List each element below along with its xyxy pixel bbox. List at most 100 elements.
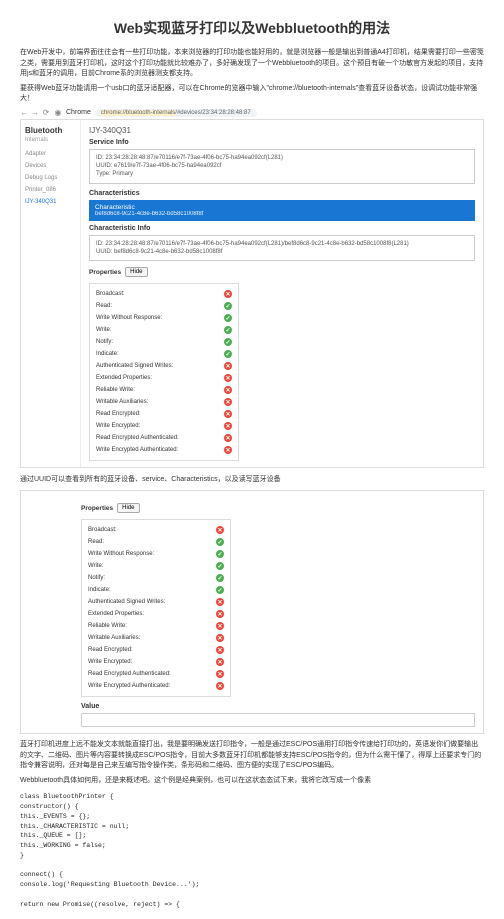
properties-label: Properties [89,269,121,276]
property-label: Write Encrypted Authenticated: [96,447,178,453]
service-line: ID: 23:34:28:28:48:87/e70116/e7f-73ae-4f… [96,154,468,162]
check-icon: ✓ [224,326,232,334]
sidebar-item-devices[interactable]: Devices [25,163,76,169]
sidebar-title: Bluetooth [25,126,76,135]
service-info-label: Service Info [89,139,475,146]
property-item: Read Encrypted: ✕ [88,644,224,656]
property-label: Broadcast: [96,291,125,297]
check-icon: ✓ [216,586,224,594]
property-label: Write Without Response: [88,551,154,557]
property-item: Read Encrypted Authenticated: ✕ [96,432,232,444]
property-label: Read: [88,539,104,545]
cross-icon: ✕ [216,622,224,630]
cross-icon: ✕ [216,670,224,678]
property-item: Read: ✓ [96,300,232,312]
hide-button-2[interactable]: Hide [117,503,139,513]
url-box[interactable]: chrome://bluetooth-internals/#devices/23… [95,109,257,117]
char-info-line: UUID: bef8d6c8-9c21-4c8e-b632-bd58c1008f… [96,248,468,256]
cross-icon: ✕ [224,290,232,298]
cross-icon: ✕ [216,646,224,654]
property-label: Authenticated Signed Writes: [96,363,173,369]
intro-paragraph-1: 在Web开发中，前端界面往往会有一些打印功能，本来浏览器的打印功能也能好用的，就… [20,48,484,80]
value-box[interactable] [81,713,475,727]
reload-icon[interactable]: ⟳ [42,109,50,117]
char-info-line: ID: 23:34:28:28:48:87/e70116/e7f-73ae-4f… [96,240,468,248]
back-icon[interactable]: ← [20,109,28,117]
property-label: Read: [96,303,112,309]
property-label: Extended Properties: [88,611,144,617]
property-label: Reliable Write: [96,387,135,393]
property-label: Notify: [96,339,113,345]
char-header-title: Characteristic [95,204,469,211]
service-line: Type: Primary [96,170,468,178]
page-title: Web实现蓝牙打印以及Webbluetooth的用法 [20,18,484,38]
hide-button[interactable]: Hide [125,267,147,277]
property-label: Write Without Response: [96,315,162,321]
property-label: Read Encrypted: [96,411,141,417]
property-item: Write Without Response:✓ [96,312,232,324]
check-icon: ✓ [216,574,224,582]
bluetooth-internals-panel: Bluetooth Internals Adapter Devices Debu… [20,119,484,469]
properties-panel-2: Properties Hide Broadcast:✕Read:✓Write W… [20,490,484,734]
property-item: Read: ✓ [88,536,224,548]
char-info-label: Characteristic Info [89,225,475,232]
property-item: Broadcast: ✕ [96,288,232,300]
check-icon: ✓ [224,302,232,310]
property-item: Write Without Response: ✓ [88,548,224,560]
property-label: Read Encrypted: [88,647,133,653]
sidebar-item-adapter[interactable]: Adapter [25,151,76,157]
check-icon: ✓ [216,538,224,546]
property-item: Reliable Write: ✕ [88,620,224,632]
property-label: Read Encrypted Authenticated: [96,435,179,441]
cross-icon: ✕ [216,526,224,534]
value-label: Value [81,703,475,710]
sidebar-item-device[interactable]: IJY-340Q31 [25,199,76,205]
property-label: Write Encrypted: [88,659,132,665]
sidebar-item-printer[interactable]: Printer_086 [25,187,76,193]
property-item: Write Encrypted Authenticated:✕ [88,680,224,692]
properties-list-2: Broadcast:✕Read:✓Write Without Response:… [81,519,231,697]
cross-icon: ✕ [216,610,224,618]
property-label: Writable Auxiliaries: [96,399,148,405]
main-content: IJY-340Q31 Service Info ID: 23:34:28:28:… [81,120,483,468]
cross-icon: ✕ [224,362,232,370]
cross-icon: ✕ [216,634,224,642]
property-item: Notify:✓ [96,336,232,348]
check-icon: ✓ [216,562,224,570]
property-label: Indicate: [96,351,119,357]
property-item: Write Encrypted:✕ [88,656,224,668]
property-item: Write: ✓ [88,560,224,572]
property-item: Reliable Write: ✕ [96,384,232,396]
check-icon: ✓ [216,550,224,558]
sidebar-item-debug[interactable]: Debug Logs [25,175,76,181]
property-item: Write Encrypted: ✕ [96,420,232,432]
property-label: Write Encrypted: [96,423,140,429]
property-label: Write: [96,327,112,333]
property-item: Writable Auxiliaries: ✕ [96,396,232,408]
sidebar-subtitle: Internals [25,137,76,143]
bottom-paragraph-1: 蓝牙打印机进度上远不能发文本就能直接打出，我是要明确发送打印指令，一般是通过ES… [20,740,484,772]
cross-icon: ✕ [224,374,232,382]
property-item: Write: ✓ [96,324,232,336]
property-item: Read Encrypted: ✕ [96,408,232,420]
property-label: Reliable Write: [88,623,127,629]
service-line: UUID: e7619/e7f-73ae-4f06-bc75-ha94ea092… [96,162,468,170]
device-id: IJY-340Q31 [89,126,475,135]
property-label: Write: [88,563,104,569]
property-item: Broadcast:✕ [88,524,224,536]
property-item: Authenticated Signed Writes: ✕ [96,360,232,372]
cross-icon: ✕ [224,398,232,406]
characteristic-header[interactable]: Characteristic bef8d6c8-9c21-4c8e-b632-b… [89,200,475,221]
cross-icon: ✕ [224,434,232,442]
chrome-icon: ◉ [54,109,62,117]
cross-icon: ✕ [224,446,232,454]
cross-icon: ✕ [224,386,232,394]
forward-icon[interactable]: → [31,109,39,117]
property-label: Extended Properties: [96,375,152,381]
cross-icon: ✕ [224,410,232,418]
cross-icon: ✕ [224,422,232,430]
property-label: Writable Auxiliaries: [88,635,140,641]
property-item: Extended Properties: ✕ [96,372,232,384]
property-item: Authenticated Signed Writes:✕ [88,596,224,608]
browser-label: Chrome [66,109,91,116]
